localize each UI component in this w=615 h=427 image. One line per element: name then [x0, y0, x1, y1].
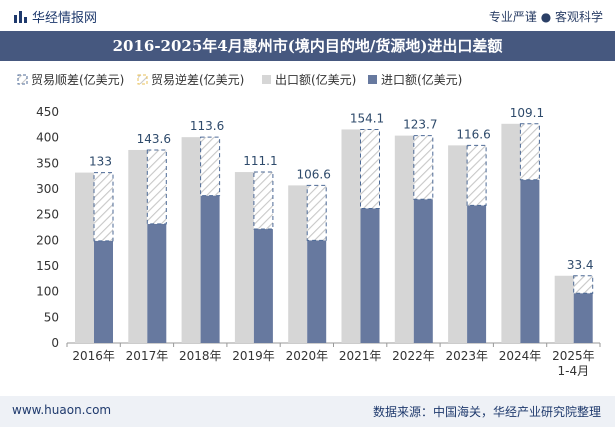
surplus-bar	[466, 144, 487, 206]
data-label: 109.1	[510, 106, 544, 120]
x-tick-label: 2018年	[179, 349, 222, 363]
x-tick-label: 2016年	[72, 349, 115, 363]
data-label: 143.6	[137, 132, 171, 146]
y-tick-label: 300	[36, 182, 59, 196]
x-tick-label: 2021年	[339, 349, 382, 363]
website-link[interactable]: www.huaon.com	[12, 403, 112, 417]
export-bar	[128, 149, 148, 343]
legend-label-surplus: 贸易顺差(亿美元)	[31, 72, 124, 87]
import-bar	[520, 179, 540, 343]
legend-swatch-import	[368, 75, 377, 84]
legend-swatch-export	[262, 75, 271, 84]
y-tick-label: 100	[36, 285, 59, 299]
data-label: 133	[89, 155, 112, 169]
brand-name: 华经情报网	[32, 11, 98, 26]
export-bar	[288, 185, 308, 343]
data-label: 116.6	[456, 127, 490, 141]
import-bar	[573, 293, 593, 343]
y-tick-label: 350	[36, 156, 59, 170]
x-tick-label: 2023年	[445, 349, 488, 363]
x-tick-label: 2017年	[126, 349, 169, 363]
brand: 华经情报网	[14, 7, 97, 27]
export-bar	[501, 123, 521, 343]
y-tick-label: 250	[36, 208, 59, 222]
x-tick-label: 2020年	[286, 349, 329, 363]
import-bar	[253, 229, 273, 343]
y-tick-label: 50	[44, 310, 59, 324]
surplus-bar	[253, 171, 274, 230]
y-tick-label: 150	[36, 259, 59, 273]
y-tick-label: 450	[36, 105, 59, 119]
import-bar	[94, 240, 113, 343]
surplus-bar	[306, 184, 327, 241]
legend-label-export: 出口额(亿美元)	[275, 72, 356, 87]
legend-swatch-surplus	[17, 74, 28, 85]
data-label: 111.1	[243, 154, 277, 168]
surplus-bar	[200, 136, 221, 197]
data-label: 154.1	[350, 111, 384, 125]
export-bar	[234, 172, 254, 343]
data-label: 33.4	[567, 258, 594, 272]
export-bar	[554, 275, 574, 343]
export-bar	[75, 172, 94, 343]
import-bar	[200, 195, 220, 343]
x-tick-label: 2024年	[499, 349, 542, 363]
legend-label-import: 进口额(亿美元)	[381, 72, 462, 87]
slogan: 专业严谨 ● 客观科学	[488, 10, 603, 24]
surplus-bar	[93, 172, 114, 242]
data-label: 106.6	[297, 167, 331, 181]
y-tick-label: 0	[51, 336, 59, 350]
import-bar	[467, 205, 487, 343]
export-bar	[394, 135, 414, 343]
y-tick-label: 200	[36, 233, 59, 247]
surplus-bar	[146, 149, 167, 225]
top-bar: 华经情报网 专业严谨 ● 客观科学	[0, 0, 615, 30]
chart-title: 2016-2025年4月惠州市(境内目的地/货源地)进出口差额	[0, 31, 615, 61]
x-tick-label: 1-4月	[558, 364, 590, 378]
bar-chart-logo-icon	[14, 10, 28, 27]
footer: www.huaon.com 数据来源：中国海关，华经产业研究院整理	[0, 396, 615, 427]
surplus-bar	[573, 275, 594, 294]
y-tick-label: 400	[36, 131, 59, 145]
x-tick-label: 2025年	[552, 349, 595, 363]
import-bar	[307, 240, 327, 343]
import-bar	[413, 199, 433, 343]
legend-swatch-deficit	[137, 74, 148, 85]
data-label: 113.6	[190, 119, 224, 133]
x-tick-label: 2022年	[392, 349, 435, 363]
x-tick-label: 2019年	[232, 349, 275, 363]
import-bar	[147, 223, 167, 343]
export-bar	[448, 145, 468, 343]
import-bar	[360, 208, 380, 343]
chart: 贸易顺差(亿美元) 贸易逆差(亿美元) 出口额(亿美元) 进口额(亿美元) 0 50 100…	[17, 72, 601, 378]
surplus-bar	[413, 135, 434, 200]
surplus-bar	[519, 123, 540, 181]
export-bar	[341, 129, 361, 343]
surplus-bar	[360, 128, 380, 210]
legend-label-deficit: 贸易逆差(亿美元)	[151, 72, 244, 87]
export-bar	[181, 137, 201, 343]
data-label: 123.7	[403, 118, 437, 132]
data-source: 数据来源：中国海关，华经产业研究院整理	[372, 405, 601, 419]
